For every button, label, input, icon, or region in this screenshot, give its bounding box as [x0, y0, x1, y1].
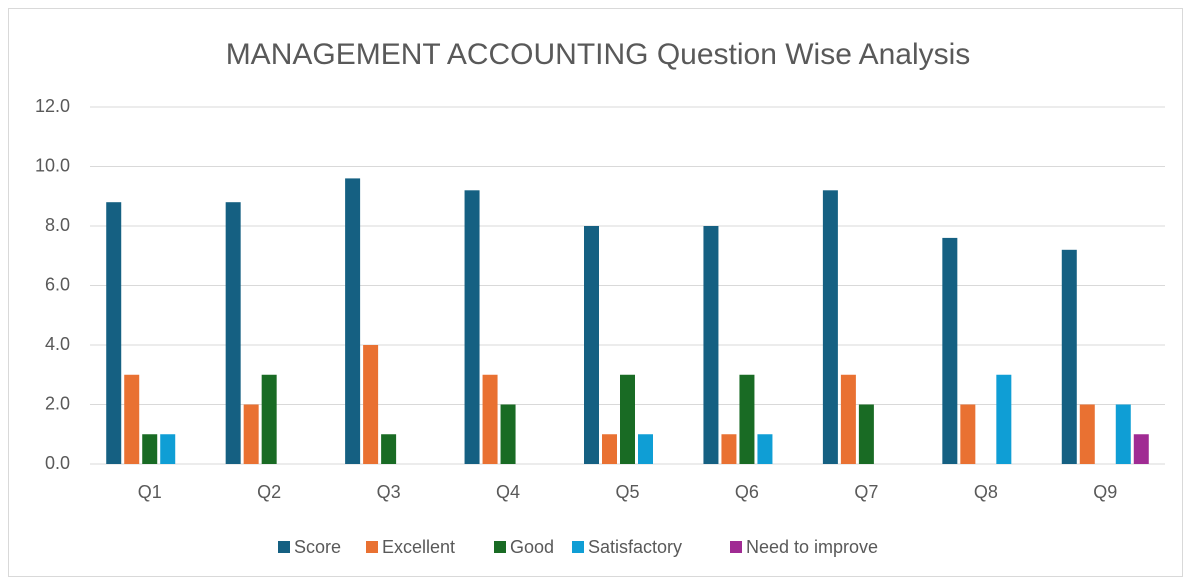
bar [1133, 434, 1149, 464]
bar [638, 434, 653, 464]
y-tick-label: 0.0 [45, 453, 70, 473]
bar [243, 404, 259, 464]
bar [739, 374, 755, 464]
x-tick-label: Q1 [138, 482, 162, 502]
bar [942, 237, 958, 464]
legend-swatch [366, 541, 378, 553]
x-tick-label: Q8 [974, 482, 998, 502]
bar [482, 374, 498, 464]
bar [142, 434, 158, 464]
x-tick-label: Q2 [257, 482, 281, 502]
x-tick-label: Q4 [496, 482, 520, 502]
bar [602, 434, 617, 464]
x-tick-label: Q6 [735, 482, 759, 502]
bar [1061, 249, 1077, 464]
bar [345, 178, 361, 464]
bar [261, 374, 277, 464]
bar [363, 345, 379, 464]
y-tick-label: 10.0 [35, 155, 70, 175]
bar [858, 404, 874, 464]
legend-swatch [494, 541, 506, 553]
legend-swatch [572, 541, 584, 553]
bar [464, 190, 480, 465]
bar [840, 374, 856, 464]
bar [1079, 404, 1095, 464]
legend-swatch [278, 541, 290, 553]
bar [381, 434, 397, 464]
legend-label: Excellent [382, 537, 455, 557]
x-tick-label: Q3 [377, 482, 401, 502]
legend-label: Good [510, 537, 554, 557]
x-tick-label: Q9 [1093, 482, 1117, 502]
bar [620, 374, 635, 464]
bar [500, 404, 516, 464]
y-tick-label: 2.0 [45, 393, 70, 413]
legend-swatch [730, 541, 742, 553]
bar [584, 226, 599, 464]
legend-label: Score [294, 537, 341, 557]
chart-title: MANAGEMENT ACCOUNTING Question Wise Anal… [226, 38, 971, 71]
bar [721, 434, 737, 464]
bar [960, 404, 976, 464]
bar [822, 190, 838, 465]
y-tick-label: 12.0 [35, 96, 70, 116]
y-tick-label: 4.0 [45, 334, 70, 354]
bar [1115, 404, 1131, 464]
bar [124, 374, 140, 464]
bar [225, 202, 241, 464]
y-tick-label: 8.0 [45, 215, 70, 235]
bar [106, 202, 122, 464]
bar [996, 374, 1012, 464]
x-tick-label: Q7 [854, 482, 878, 502]
legend-label: Satisfactory [588, 537, 682, 557]
x-tick-label: Q5 [615, 482, 639, 502]
legend-label: Need to improve [746, 537, 878, 557]
bar [757, 434, 773, 464]
y-tick-label: 6.0 [45, 274, 70, 294]
bar [703, 226, 719, 464]
bar [160, 434, 176, 464]
